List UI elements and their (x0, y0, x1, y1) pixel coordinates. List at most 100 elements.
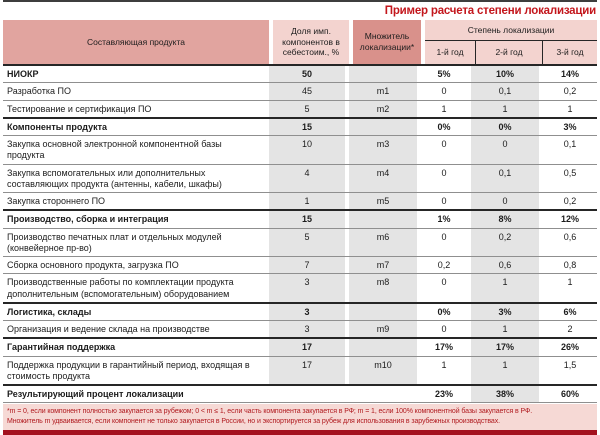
year-3-value: 14% (560, 69, 579, 79)
table-body: НИОКР 50 5% 10% 14% Разработка ПО 45 m1 … (3, 64, 597, 404)
import-share-cell: 1 (269, 193, 345, 210)
multiplier-value: m10 (374, 359, 392, 370)
header-import-share: Доля имп. компонентов в себестоим., % (273, 20, 349, 64)
row-label-cell: Организация и ведение склада на производ… (3, 321, 265, 337)
multiplier-cell: m5 (349, 193, 417, 210)
row-label-cell: Компоненты продукта (3, 119, 265, 135)
import-share-value: 3 (304, 306, 310, 317)
import-share-value: 45 (301, 86, 312, 97)
table-row: Сборка основного продукта, загрузка ПО 7… (3, 256, 597, 274)
top-rule (3, 0, 597, 2)
year-3-value: 0,1 (563, 139, 577, 149)
localization-table: Составляющая продукта Доля имп. компонен… (3, 20, 597, 404)
year-3-cell: 6% (543, 304, 597, 320)
year-1-cell: 1% (421, 211, 467, 227)
year-2-value: 3% (498, 306, 512, 317)
year-3-cell: 1 (543, 274, 597, 302)
row-label: Результирующий процент локализации (7, 389, 184, 399)
table-row: Закупка основной электронной компонентно… (3, 135, 597, 164)
year-2-cell: 3% (471, 303, 539, 320)
year-3-value: 1,5 (563, 359, 577, 370)
year-3-cell: 1,5 (543, 357, 597, 385)
import-share-value: 15 (301, 214, 312, 225)
year-3-value: 0,2 (563, 86, 577, 97)
year-1-cell: 0 (421, 229, 467, 257)
year-1-value: 0% (437, 121, 451, 132)
row-label-cell: НИОКР (3, 66, 265, 82)
multiplier-cell: m1 (349, 83, 417, 100)
import-share-cell: 17 (269, 356, 345, 384)
multiplier-value: m5 (376, 196, 390, 206)
year-2-value: 1 (502, 103, 508, 114)
year-1-cell: 0 (421, 274, 467, 302)
row-label-cell: Результирующий процент локализации (3, 386, 265, 402)
multiplier-cell: m8 (349, 274, 417, 302)
table-row: Компоненты продукта 15 0% 0% 3% (3, 116, 597, 135)
import-share-cell: 15 (269, 118, 345, 135)
import-share-value: 17 (301, 359, 312, 370)
year-3-cell: 0,8 (543, 257, 597, 273)
multiplier-cell (349, 66, 417, 83)
multiplier-cell: m9 (349, 321, 417, 338)
footnote-line-2: Множитель m удваивается, если компонент … (7, 418, 500, 426)
header-year-2-label: 2-й год (495, 47, 523, 58)
row-label: Производство печатных плат и отдельных м… (7, 231, 222, 253)
year-3-value: 6% (563, 306, 577, 317)
table-row: Организация и ведение склада на производ… (3, 320, 597, 338)
year-2-cell: 0,1 (471, 164, 539, 192)
year-3-cell: 1 (543, 101, 597, 117)
year-2-value: 0% (498, 121, 512, 132)
year-1-value: 0 (441, 324, 447, 334)
year-3-cell: 0,1 (543, 136, 597, 164)
import-share-value: 4 (304, 167, 310, 178)
year-1-value: 0 (441, 167, 447, 178)
import-share-value: 50 (301, 69, 312, 79)
row-label-cell: Логистика, склады (3, 304, 265, 320)
import-share-cell: 10 (269, 136, 345, 164)
year-2-value: 10% (495, 69, 514, 79)
year-2-cell: 8% (471, 211, 539, 228)
table-row: Закупка стороннего ПО 1 m5 0 0 0,2 (3, 192, 597, 210)
year-1-cell: 0 (421, 165, 467, 193)
year-3-cell: 60% (543, 386, 597, 402)
year-2-cell: 1 (471, 321, 539, 338)
page-title: Пример расчета степени локализации (384, 5, 596, 17)
table-row: Производство, сборка и интеграция 15 1% … (3, 209, 597, 228)
row-label-cell: Закупка вспомогательных или дополнительн… (3, 165, 265, 193)
year-2-value: 0 (502, 139, 508, 149)
row-label: НИОКР (7, 69, 39, 79)
import-share-cell: 45 (269, 83, 345, 100)
year-1-cell: 0,2 (421, 257, 467, 273)
year-1-value: 17% (434, 342, 453, 353)
year-2-cell: 1 (471, 356, 539, 384)
table-row: Разработка ПО 45 m1 0 0,1 0,2 (3, 82, 597, 100)
year-2-value: 1 (502, 277, 508, 288)
header-localization-degree-group: Степень локализации 1-й год 2-й год 3-й … (425, 20, 597, 64)
table-row: Логистика, склады 3 0% 3% 6% (3, 301, 597, 320)
header-year-3-label: 3-й год (556, 47, 584, 58)
header-localization-degree: Степень локализации (425, 20, 597, 41)
bottom-bar (3, 429, 597, 435)
row-label: Тестирование и сертификация ПО (7, 103, 152, 114)
table-row: Производственные работы по комплектации … (3, 273, 597, 302)
row-label-cell: Производственные работы по комплектации … (3, 274, 265, 302)
year-1-cell: 5% (421, 66, 467, 82)
year-1-cell: 0% (421, 304, 467, 320)
year-2-cell: 1 (471, 274, 539, 302)
year-3-value: 0,5 (563, 167, 577, 178)
year-3-cell: 3% (543, 119, 597, 135)
row-label-cell: Производство, сборка и интеграция (3, 211, 265, 227)
multiplier-cell: m6 (349, 228, 417, 256)
table-header-row: Составляющая продукта Доля имп. компонен… (3, 20, 597, 64)
row-label: Производственные работы по комплектации … (7, 277, 234, 299)
row-label: Закупка основной электронной компонентно… (7, 139, 222, 161)
year-3-value: 0,8 (563, 260, 577, 270)
year-2-value: 0,1 (498, 167, 512, 178)
import-share-cell: 17 (269, 339, 345, 356)
year-2-cell: 0,1 (471, 83, 539, 100)
year-2-value: 1 (502, 359, 508, 370)
table-row: Тестирование и сертификация ПО 5 m2 1 1 … (3, 99, 597, 117)
import-share-cell: 5 (269, 100, 345, 117)
year-1-cell: 0 (421, 193, 467, 209)
import-share-value: 3 (304, 277, 310, 288)
